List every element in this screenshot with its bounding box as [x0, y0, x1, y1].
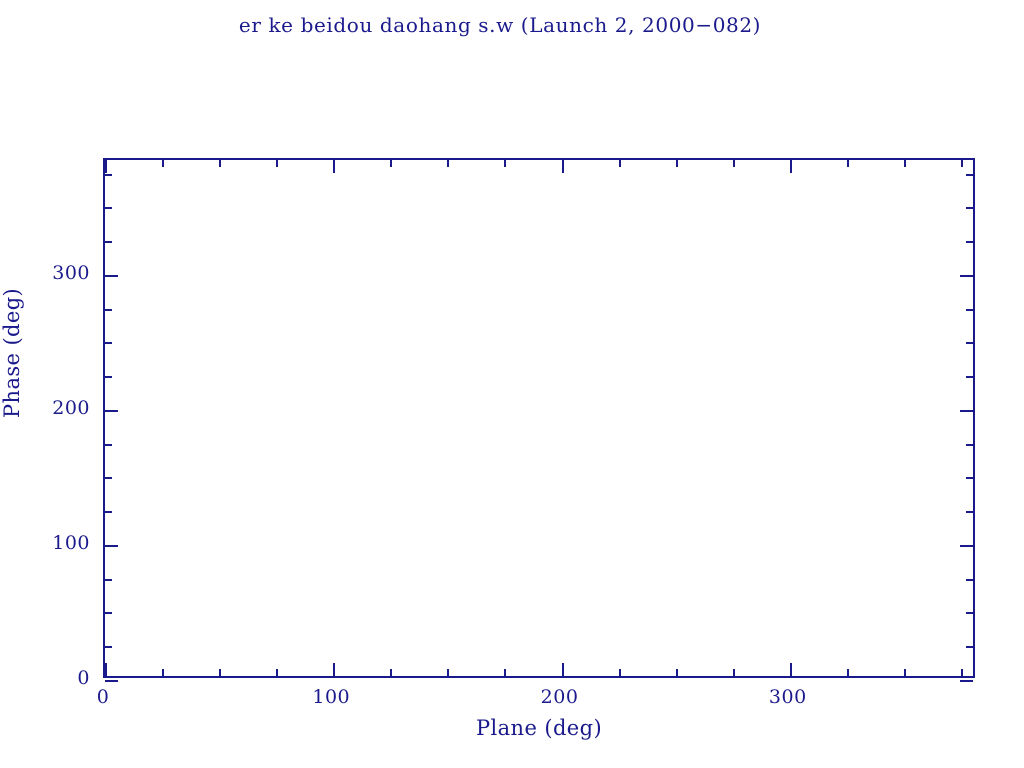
- minor-tick-right: [966, 376, 973, 379]
- minor-tick-top: [219, 160, 222, 167]
- major-tick-top: [333, 160, 336, 173]
- minor-tick-left: [105, 443, 112, 446]
- minor-tick-right: [966, 342, 973, 345]
- minor-tick-bottom: [618, 669, 621, 676]
- y-tick-label: 0: [77, 667, 90, 689]
- major-tick-left: [105, 680, 118, 682]
- minor-tick-left: [105, 342, 112, 345]
- minor-tick-right: [966, 173, 973, 176]
- minor-tick-left: [105, 477, 112, 480]
- minor-tick-left: [105, 241, 112, 244]
- minor-tick-right: [966, 612, 973, 615]
- x-tick-label: 0: [96, 686, 110, 708]
- major-tick-left: [105, 274, 118, 277]
- major-tick-bottom: [105, 663, 107, 676]
- minor-tick-right: [966, 308, 973, 311]
- minor-tick-top: [276, 160, 279, 167]
- plot-frame: [103, 158, 975, 682]
- major-tick-left: [105, 409, 118, 412]
- minor-tick-bottom: [390, 669, 393, 676]
- minor-tick-left: [105, 207, 112, 210]
- minor-tick-bottom: [732, 669, 735, 676]
- minor-tick-top: [447, 160, 450, 167]
- minor-tick-right: [966, 646, 973, 649]
- major-tick-bottom: [333, 663, 336, 676]
- minor-tick-bottom: [675, 669, 678, 676]
- major-tick-right: [960, 680, 973, 682]
- x-tick-label: 100: [312, 686, 351, 708]
- y-axis-title: Phase (deg): [0, 287, 24, 418]
- minor-tick-right: [966, 207, 973, 210]
- minor-tick-right: [966, 477, 973, 480]
- x-tick-label: 200: [540, 686, 579, 708]
- minor-tick-bottom: [447, 669, 450, 676]
- minor-tick-right: [966, 511, 973, 514]
- minor-tick-bottom: [903, 669, 906, 676]
- minor-tick-bottom: [162, 669, 165, 676]
- minor-tick-top: [504, 160, 507, 167]
- minor-tick-top: [846, 160, 849, 167]
- minor-tick-bottom: [961, 669, 964, 676]
- minor-tick-bottom: [276, 669, 279, 676]
- major-tick-top: [561, 160, 564, 173]
- minor-tick-left: [105, 173, 112, 176]
- minor-tick-left: [105, 511, 112, 514]
- y-tick-label: 100: [52, 531, 90, 554]
- minor-tick-right: [966, 241, 973, 244]
- minor-tick-left: [105, 646, 112, 649]
- minor-tick-top: [961, 160, 964, 167]
- major-tick-bottom: [789, 663, 792, 676]
- minor-tick-left: [105, 612, 112, 615]
- minor-tick-top: [618, 160, 621, 167]
- y-tick-label: 200: [52, 396, 90, 419]
- minor-tick-right: [966, 578, 973, 581]
- minor-tick-top: [390, 160, 393, 167]
- minor-tick-bottom: [219, 669, 222, 676]
- x-axis-title: Plane (deg): [475, 716, 603, 740]
- major-tick-right: [960, 409, 973, 412]
- minor-tick-left: [105, 578, 112, 581]
- minor-tick-top: [675, 160, 678, 167]
- minor-tick-bottom: [846, 669, 849, 676]
- y-tick-label: 300: [52, 261, 90, 284]
- major-tick-top: [105, 160, 107, 173]
- major-tick-right: [960, 544, 973, 547]
- major-tick-left: [105, 544, 118, 547]
- data-point-layer: [105, 160, 973, 676]
- minor-tick-right: [966, 443, 973, 446]
- minor-tick-left: [105, 376, 112, 379]
- minor-tick-top: [732, 160, 735, 167]
- major-tick-top: [789, 160, 792, 173]
- major-tick-right: [960, 274, 973, 277]
- minor-tick-top: [162, 160, 165, 167]
- chart-title: er ke beidou daohang s.w (Launch 2, 2000…: [238, 13, 762, 37]
- major-tick-bottom: [561, 663, 564, 676]
- minor-tick-bottom: [504, 669, 507, 676]
- minor-tick-left: [105, 308, 112, 311]
- x-tick-label: 300: [768, 686, 807, 708]
- minor-tick-top: [903, 160, 906, 167]
